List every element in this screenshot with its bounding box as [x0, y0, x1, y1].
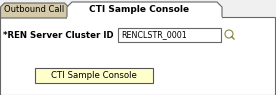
Text: *REN Server Cluster ID: *REN Server Cluster ID — [3, 30, 114, 40]
FancyBboxPatch shape — [118, 28, 221, 42]
FancyBboxPatch shape — [0, 17, 275, 95]
Text: RENCLSTR_0001: RENCLSTR_0001 — [121, 30, 187, 40]
Text: CTI Sample Console: CTI Sample Console — [89, 4, 190, 13]
Text: CTI Sample Console: CTI Sample Console — [51, 71, 137, 80]
FancyBboxPatch shape — [35, 68, 153, 83]
Polygon shape — [1, 3, 68, 18]
Polygon shape — [67, 2, 222, 18]
Text: Outbound Call: Outbound Call — [4, 5, 65, 14]
